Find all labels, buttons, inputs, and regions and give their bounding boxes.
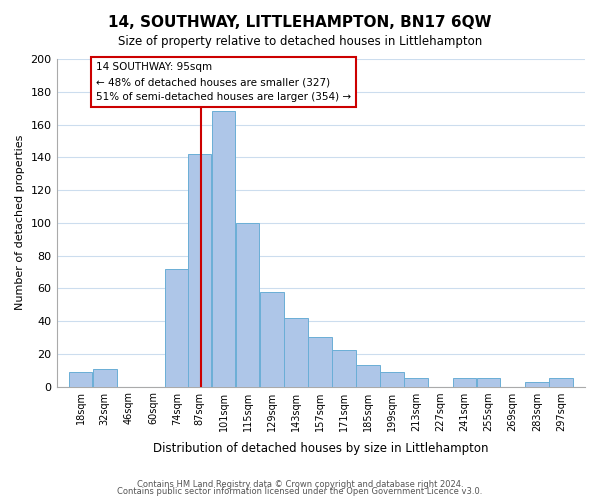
Bar <box>69 372 92 386</box>
Text: 14, SOUTHWAY, LITTLEHAMPTON, BN17 6QW: 14, SOUTHWAY, LITTLEHAMPTON, BN17 6QW <box>108 15 492 30</box>
Bar <box>380 372 404 386</box>
Text: 14 SOUTHWAY: 95sqm
← 48% of detached houses are smaller (327)
51% of semi-detach: 14 SOUTHWAY: 95sqm ← 48% of detached hou… <box>96 62 351 102</box>
Bar <box>452 378 476 386</box>
Text: Contains HM Land Registry data © Crown copyright and database right 2024.: Contains HM Land Registry data © Crown c… <box>137 480 463 489</box>
Bar <box>477 378 500 386</box>
Bar <box>549 378 573 386</box>
Bar <box>260 292 284 386</box>
Text: Contains public sector information licensed under the Open Government Licence v3: Contains public sector information licen… <box>118 487 482 496</box>
Bar <box>332 350 356 386</box>
Bar <box>212 112 235 386</box>
Y-axis label: Number of detached properties: Number of detached properties <box>15 135 25 310</box>
Bar <box>165 268 189 386</box>
Bar <box>284 318 308 386</box>
Bar <box>308 338 332 386</box>
Bar <box>188 154 211 386</box>
Bar <box>525 382 548 386</box>
Bar <box>93 368 116 386</box>
X-axis label: Distribution of detached houses by size in Littlehampton: Distribution of detached houses by size … <box>153 442 488 455</box>
Bar <box>404 378 428 386</box>
Text: Size of property relative to detached houses in Littlehampton: Size of property relative to detached ho… <box>118 35 482 48</box>
Bar <box>356 365 380 386</box>
Bar <box>236 223 259 386</box>
